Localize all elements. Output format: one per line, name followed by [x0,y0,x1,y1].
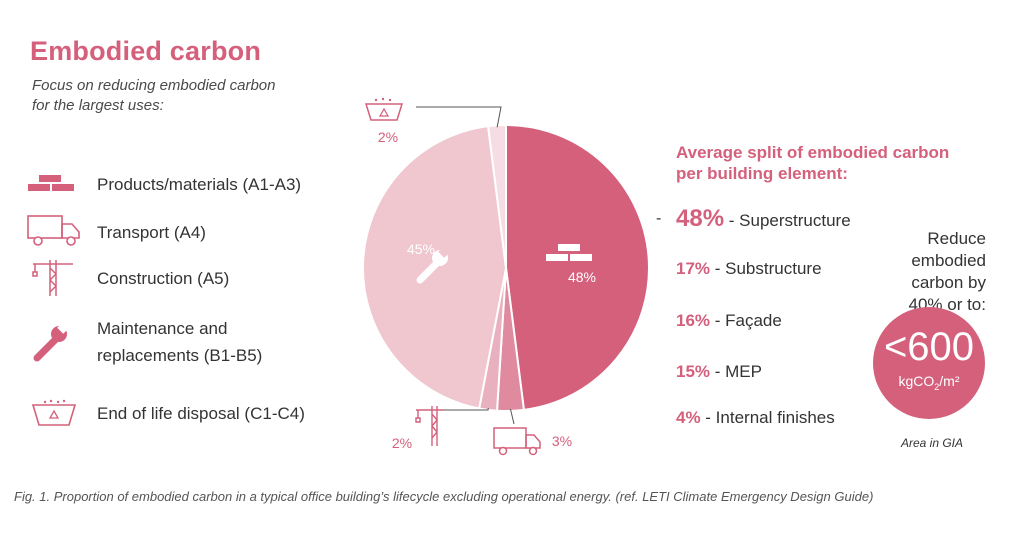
target-unit-prefix: kgCO [898,373,935,389]
callout-transport [509,408,515,425]
split-row: 4% - Internal finishes [676,408,835,428]
subtitle-line-2: for the largest uses: [32,97,164,114]
page-title: Embodied carbon [30,36,262,66]
crane-icon [32,260,73,296]
bricks-icon [28,175,74,191]
target-value: <600 [883,325,975,369]
area-note: Area in GIA [900,436,964,450]
legend-item-maintenance: Maintenance and replacements (B1-B5) [25,319,355,365]
split-row: 15% - MEP [676,362,762,382]
split-title: Average split of embodied carbon per bui… [676,142,996,184]
split-row: 17% - Substructure [676,259,822,279]
slice-label-end-of-life: 2% [378,129,398,145]
wrench-icon [416,248,448,284]
legend-item-transport: Transport (A4) [25,212,355,252]
wrench-icon [33,324,67,362]
split-label: - MEP [710,362,762,381]
target-unit-sub: 2 [934,381,940,392]
truck-icon [27,215,80,246]
crane-icon [415,406,444,446]
split-pct: 4% [676,408,701,427]
legend-label: Maintenance and [97,319,228,338]
skip-bin-icon [31,399,77,426]
split-label: - Superstructure [724,211,851,230]
callout-construction [444,407,489,411]
split-row: 48% - Superstructure [676,205,851,233]
subtitle-line-1: Focus on reducing embodied carbon [32,77,276,94]
split-label: - Internal finishes [700,408,835,427]
legend-label: Products/materials (A1-A3) [97,175,302,194]
split-label: - Façade [710,311,782,330]
page-subtitle: Focus on reducing embodied carbon for th… [32,76,352,116]
figure-caption: Fig. 1. Proportion of embodied carbon in… [14,489,874,504]
split-row: 16% - Façade [676,311,782,331]
pie-chart: 48% 45% 2% 2% 3% [340,90,670,470]
legend-item-construction: Construction (A5) [25,258,355,298]
split-pct: 48% [676,205,725,232]
split-pct: 15% [676,362,711,381]
split-pct: 17% [676,259,711,278]
truck-icon [493,427,541,456]
bricks-icon [546,244,592,261]
target-circle: <600 kgCO2/m² [873,307,985,419]
slice-label-construction: 2% [392,435,412,451]
legend-label-line-2: replacements (B1-B5) [97,346,263,365]
slice-label-transport: 3% [552,433,572,449]
pie-slice-bricks [505,123,650,411]
reduce-text: Reduce embodied carbon by 40% or to: [876,228,987,316]
split-pct: 16% [676,311,711,330]
reduce-line-3: carbon by [911,273,986,292]
slice-label-products: 48% [568,269,596,285]
skip-bin-icon [364,97,404,121]
legend-item-products: Products/materials (A1-A3) [25,165,355,205]
reduce-line-2: embodied [911,251,986,270]
split-title-line-2: per building element: [676,164,848,183]
split-dash: - [656,210,662,227]
legend-label: End of life disposal (C1-C4) [97,404,305,423]
legend-label: Construction (A5) [97,269,230,288]
legend-item-end-of-life: End of life disposal (C1-C4) [25,393,355,433]
split-label: - Substructure [710,259,822,278]
split-title-line-1: Average split of embodied carbon [676,143,950,162]
legend-label: Transport (A4) [97,223,206,242]
pie-chart-svg: 48% 45% 2% 2% 3% [362,97,650,456]
callout-end-of-life [416,106,502,128]
slice-label-maintenance: 45% [407,241,435,257]
reduce-line-1: Reduce [927,229,986,248]
target-unit: kgCO2/m² [873,373,985,392]
target-unit-suffix: /m² [939,373,960,389]
